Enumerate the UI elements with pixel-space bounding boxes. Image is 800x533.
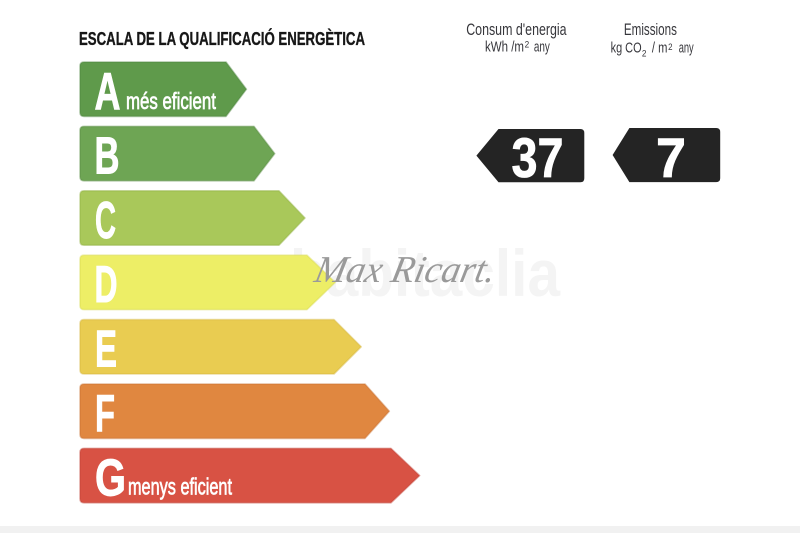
svg-text:C: C bbox=[95, 192, 116, 250]
svg-text:F: F bbox=[95, 385, 115, 443]
svg-text:Consum d'energia: Consum d'energia bbox=[466, 21, 567, 39]
svg-text:any: any bbox=[679, 40, 694, 57]
svg-text:2: 2 bbox=[525, 40, 530, 51]
svg-text:D: D bbox=[95, 256, 118, 314]
svg-text:més eficient: més eficient bbox=[126, 88, 216, 114]
svg-text:7: 7 bbox=[656, 126, 686, 189]
svg-text:Emissions: Emissions bbox=[624, 21, 677, 39]
svg-text:E: E bbox=[95, 321, 117, 379]
svg-text:2: 2 bbox=[668, 42, 672, 53]
svg-text:37: 37 bbox=[512, 126, 564, 189]
svg-text:kg CO: kg CO bbox=[611, 40, 642, 57]
svg-text:menys eficient: menys eficient bbox=[128, 474, 232, 500]
svg-text:A: A bbox=[95, 63, 121, 121]
svg-text:ESCALA DE LA QUALIFICACIÓ ENER: ESCALA DE LA QUALIFICACIÓ ENERGÈTICA bbox=[79, 28, 365, 49]
svg-text:habitaclia: habitaclia bbox=[290, 236, 561, 310]
svg-text:/ m: / m bbox=[652, 40, 668, 57]
svg-text:Max Ricart.: Max Ricart. bbox=[310, 249, 500, 291]
svg-text:any: any bbox=[534, 39, 550, 56]
svg-text:G: G bbox=[95, 449, 126, 507]
svg-text:B: B bbox=[95, 127, 120, 185]
svg-text:2: 2 bbox=[642, 49, 647, 60]
svg-text:kWh /m: kWh /m bbox=[485, 39, 524, 56]
